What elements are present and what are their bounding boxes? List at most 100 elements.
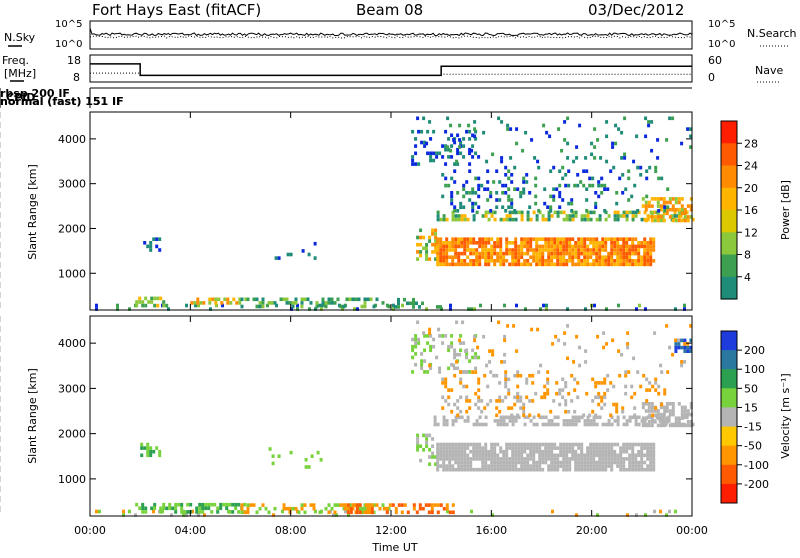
- data-cell: [441, 155, 445, 159]
- data-cell: [511, 422, 515, 427]
- data-cell: [641, 416, 645, 420]
- data-cell: [459, 151, 463, 156]
- data-cell: [622, 422, 626, 427]
- data-cell: [680, 416, 684, 420]
- data-cell: [438, 334, 442, 338]
- data-cell: [381, 503, 385, 507]
- data-cell: [487, 255, 491, 259]
- data-cell: [553, 415, 557, 420]
- data-cell: [574, 251, 578, 256]
- data-cell: [420, 362, 424, 367]
- data-cell: [547, 214, 551, 218]
- data-cell: [536, 159, 540, 164]
- data-cell: [474, 201, 478, 206]
- data-cell: [208, 301, 212, 305]
- data-cell: [565, 214, 569, 218]
- data-cell: [552, 198, 556, 202]
- data-cell: [513, 209, 517, 213]
- data-cell: [553, 237, 557, 241]
- data-cell: [353, 307, 356, 311]
- data-cell: [431, 242, 435, 247]
- data-cell: [557, 127, 561, 131]
- data-cell: [168, 506, 172, 511]
- data-cell: [574, 214, 578, 218]
- data-cell: [689, 412, 693, 417]
- data-cell: [641, 402, 645, 406]
- x-tick-label: 00:00: [74, 524, 106, 537]
- data-cell: [460, 237, 464, 241]
- data-cell: [623, 152, 627, 157]
- data-cell: [594, 413, 598, 418]
- data-cell: [428, 257, 432, 261]
- data-cell: [649, 251, 653, 256]
- data-cell: [619, 457, 623, 461]
- data-cell: [635, 307, 638, 311]
- data-cell: [680, 412, 684, 417]
- data-cell: [459, 341, 463, 345]
- data-cell: [660, 370, 664, 374]
- data-cell: [363, 506, 367, 511]
- data-cell: [442, 217, 446, 222]
- data-cell: [458, 145, 462, 149]
- data-cell: [550, 214, 554, 218]
- data-cell: [228, 510, 232, 514]
- data-cell: [505, 457, 509, 461]
- data-cell: [677, 211, 681, 216]
- data-cell: [468, 399, 472, 403]
- data-cell: [623, 156, 627, 160]
- data-cell: [650, 204, 654, 208]
- data-cell: [601, 244, 605, 249]
- data-cell: [226, 297, 230, 302]
- noise-sky-line: [89, 27, 693, 37]
- data-cell: [348, 503, 352, 507]
- data-cell: [619, 453, 623, 458]
- data-cell: [598, 464, 602, 468]
- data-cell: [449, 307, 452, 311]
- data-cell: [543, 187, 547, 191]
- data-cell: [288, 506, 292, 511]
- data-cell: [466, 457, 470, 461]
- data-cell: [643, 467, 647, 472]
- data-cell: [683, 360, 687, 364]
- data-cell: [446, 116, 450, 121]
- data-cell: [605, 134, 609, 139]
- data-cell: [406, 510, 410, 515]
- data-cell: [201, 510, 205, 514]
- data-cell: [622, 244, 626, 249]
- data-cell: [274, 256, 278, 260]
- data-cell: [665, 200, 669, 205]
- data-cell: [603, 183, 607, 188]
- data-cell: [646, 248, 650, 252]
- data-cell: [607, 460, 611, 465]
- data-cell: [315, 301, 319, 305]
- data-cell: [625, 217, 629, 222]
- data-cell: [610, 251, 614, 256]
- data-cell: [442, 460, 446, 465]
- data-cell: [580, 259, 584, 263]
- data-cell: [401, 303, 404, 308]
- data-cell: [586, 259, 590, 263]
- data-cell: [589, 446, 593, 450]
- data-cell: [625, 422, 629, 427]
- noise-search-line: [89, 35, 693, 39]
- data-cell: [603, 381, 607, 385]
- data-cell: [436, 248, 440, 252]
- data-cell: [474, 370, 478, 374]
- data-cell: [640, 442, 644, 447]
- data-cell: [491, 349, 495, 353]
- data-cell: [503, 303, 506, 308]
- data-cell: [471, 209, 475, 213]
- colorbar-tick-label: 50: [744, 382, 758, 395]
- data-cell: [526, 237, 530, 241]
- data-cell: [144, 303, 148, 308]
- data-cell: [327, 297, 331, 302]
- data-cell: [528, 399, 532, 403]
- data-cell: [428, 448, 432, 452]
- data-cell: [551, 342, 555, 346]
- data-cell: [619, 446, 623, 450]
- data-cell: [610, 460, 614, 465]
- data-cell: [580, 467, 584, 472]
- data-cell: [436, 241, 440, 245]
- data-cell: [552, 187, 556, 191]
- data-cell: [428, 462, 432, 466]
